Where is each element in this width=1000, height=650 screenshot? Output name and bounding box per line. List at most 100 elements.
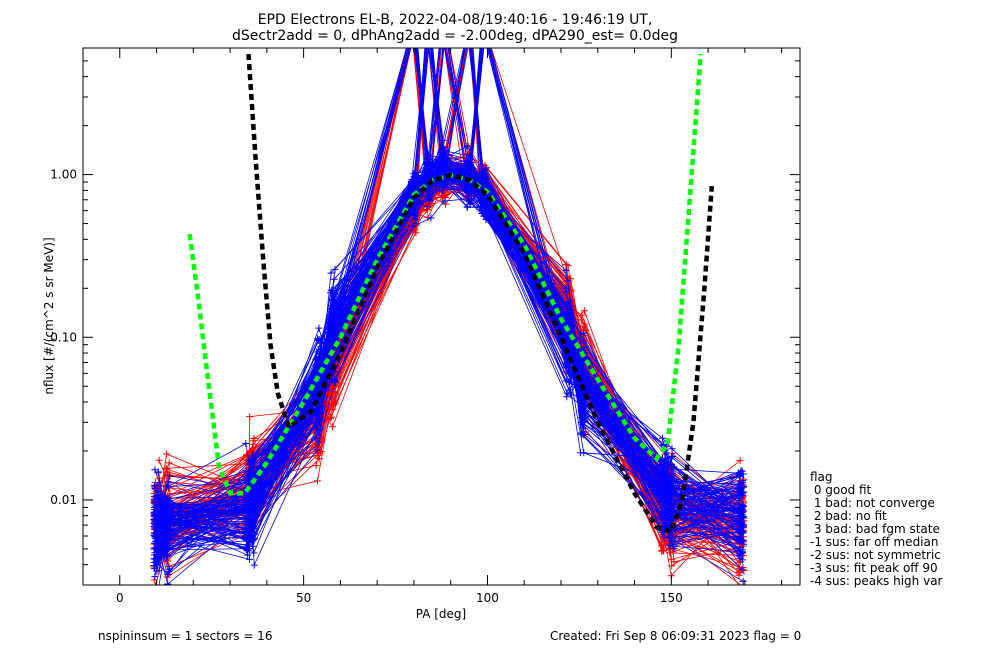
blue-flux-curve-point xyxy=(562,266,570,274)
chart-title-line2: dSectr2add = 0, dPhAng2add = -2.00deg, d… xyxy=(232,28,678,44)
blue-flux-curve-point xyxy=(439,136,447,144)
blue-flux-curve-point xyxy=(316,350,324,358)
blue-flux-curve-point xyxy=(247,473,255,481)
blue-flux-curve-point xyxy=(313,446,321,454)
red-flux-curve-point xyxy=(562,261,570,268)
blue-flux-curve-point xyxy=(659,458,667,466)
blue-flux-curve-point xyxy=(440,182,448,190)
blue-flux-curve-point xyxy=(579,407,587,414)
blue-flux-curve-point xyxy=(736,555,744,563)
blue-flux-curve-point xyxy=(739,577,747,585)
blue-flux-curve-point xyxy=(658,528,666,536)
blue-flux-curve-point xyxy=(154,468,162,476)
legend-item: 0 good fit xyxy=(810,483,872,497)
blue-flux-curve-point xyxy=(162,507,169,515)
blue-flux-curve-point xyxy=(665,542,673,549)
blue-flux-curve-point xyxy=(166,500,174,508)
blue-flux-curve-point xyxy=(244,551,252,559)
blue-flux-curve-point xyxy=(315,336,323,343)
blue-flux-curve-point xyxy=(563,393,571,401)
blue-flux-curve-point xyxy=(439,143,447,151)
red-flux-curve-line xyxy=(155,167,741,514)
blue-flux-curve-point xyxy=(423,203,431,211)
blue-flux-curve-point xyxy=(153,481,161,489)
blue-flux-curve-point xyxy=(317,419,324,427)
red-flux-curve-point xyxy=(165,459,173,467)
blue-flux-curve-point xyxy=(154,589,161,596)
blue-flux-curve-point xyxy=(479,202,487,210)
blue-flux-curve-point xyxy=(151,551,158,559)
blue-flux-curve-point xyxy=(577,363,585,371)
blue-flux-curve-point xyxy=(577,430,585,438)
red-flux-curve-line xyxy=(155,48,742,521)
blue-flux-curve-point xyxy=(478,210,486,217)
blue-flux-curve-point xyxy=(242,440,250,447)
blue-flux-curve-point xyxy=(425,172,433,180)
blue-flux-curve-point xyxy=(330,357,338,365)
blue-flux-curve-point xyxy=(245,542,253,550)
blue-flux-curve-point xyxy=(580,339,588,347)
blue-flux-curve-point xyxy=(668,445,676,453)
red-flux-curve-point xyxy=(735,569,743,577)
red-flux-curve-point xyxy=(670,558,678,566)
blue-flux-curve-point xyxy=(735,535,743,543)
blue-flux-curve-line xyxy=(154,48,743,577)
blue-flux-curve-point xyxy=(247,457,255,465)
blue-flux-curve-point xyxy=(466,152,473,160)
blue-flux-curve-point xyxy=(315,438,323,446)
blue-flux-curve-point xyxy=(739,528,747,536)
blue-flux-curve-point xyxy=(246,499,254,507)
blue-flux-curve-point xyxy=(246,460,253,468)
y-tick-label: 1.00 xyxy=(50,168,77,182)
blue-flux-curve-point xyxy=(735,497,743,505)
red-flux-curve-point xyxy=(736,457,744,465)
blue-flux-curve-point xyxy=(331,265,339,273)
blue-flux-curve-point xyxy=(410,170,418,178)
blue-flux-curve-point xyxy=(736,513,744,521)
plot-frame xyxy=(82,47,801,586)
chart-title-line1: EPD Electrons EL-B, 2022-04-08/19:40:16 … xyxy=(258,12,653,28)
blue-flux-curve-point xyxy=(331,298,339,306)
blue-flux-curve-point xyxy=(660,473,668,481)
y-tick-label: 0.10 xyxy=(50,330,77,344)
y-axis-label: nflux [#/(cm^2 s sr MeV)] xyxy=(42,237,56,394)
blue-flux-curve-point xyxy=(668,534,676,541)
red-flux-curve-point xyxy=(442,194,449,201)
red-flux-curve-line xyxy=(156,48,741,517)
blue-flux-curve-point xyxy=(164,534,172,542)
blue-flux-curve-point xyxy=(424,151,432,159)
blue-flux-curve-point xyxy=(150,493,158,501)
blue-flux-curve-point xyxy=(327,319,334,326)
blue-flux-curve-point xyxy=(440,197,448,205)
blue-flux-curve-point xyxy=(327,269,335,277)
blue-flux-curve-point xyxy=(737,488,745,496)
blue-flux-curve-point xyxy=(564,369,572,377)
blue-flux-curve-point xyxy=(438,186,446,194)
blue-flux-curve-point xyxy=(736,520,744,527)
blue-flux-curve-point xyxy=(245,534,253,542)
blue-flux-curve-point xyxy=(736,472,743,480)
red-flux-curve-point xyxy=(312,461,320,469)
legend-item: -4 sus: peaks high var xyxy=(810,574,943,588)
blue-flux-curve-point xyxy=(660,533,668,541)
blue-flux-curve-point xyxy=(427,188,434,196)
blue-flux-curve-point xyxy=(165,472,173,480)
blue-flux-curve-point xyxy=(665,454,673,462)
red-flux-curve-point xyxy=(564,262,572,270)
blue-flux-curve-point xyxy=(670,545,678,552)
blue-flux-curve-point xyxy=(162,538,170,546)
blue-flux-curve-point xyxy=(657,463,665,470)
blue-flux-curve-point xyxy=(164,482,172,490)
blue-flux-curve-point xyxy=(330,325,338,333)
blue-flux-curve-point xyxy=(151,534,159,542)
blue-flux-curve-point xyxy=(736,471,744,479)
red-flux-curve-line xyxy=(154,48,744,523)
red-flux-curve-point xyxy=(329,423,337,431)
y-tick-label: 0.01 xyxy=(50,493,77,507)
blue-flux-curve-point xyxy=(580,449,588,457)
blue-flux-curve-point xyxy=(165,530,173,538)
blue-flux-curve-point xyxy=(163,552,171,560)
red-flux-curve-point xyxy=(155,456,163,464)
blue-flux-curve-point xyxy=(251,530,259,538)
